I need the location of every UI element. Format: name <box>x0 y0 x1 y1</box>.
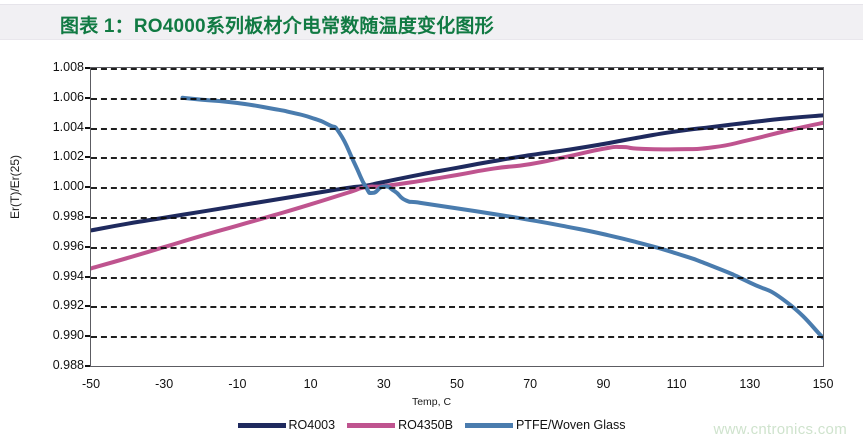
legend-label: PTFE/Woven Glass <box>515 418 626 432</box>
y-tick-mark <box>85 67 91 69</box>
x-tick-label: -50 <box>81 377 101 391</box>
x-tick-label: -30 <box>155 377 174 391</box>
y-tick-mark <box>85 305 91 308</box>
y-tick-label: 1.002 <box>52 149 84 164</box>
legend-swatch-icon <box>237 422 286 428</box>
y-axis-title: Er(T)/Er(25) <box>8 155 22 219</box>
series-line-ro4350b <box>91 120 823 271</box>
title-band <box>0 4 863 40</box>
gridline <box>91 306 823 309</box>
y-tick-mark <box>85 245 91 248</box>
x-tick-label: 110 <box>666 377 687 391</box>
gridline <box>91 276 823 279</box>
y-tick-mark <box>85 186 91 189</box>
y-tick-label: 0.994 <box>52 268 84 283</box>
y-tick-label: 0.998 <box>52 209 84 223</box>
x-tick-label: 130 <box>739 377 761 391</box>
gridline <box>91 246 823 249</box>
x-tick-label: 30 <box>376 377 391 391</box>
gridline <box>91 157 823 160</box>
x-tick-label: -10 <box>228 377 247 391</box>
legend-item[interactable]: RO4350B <box>347 418 453 432</box>
y-tick-label: 1.004 <box>52 119 84 134</box>
y-tick-label: 0.996 <box>52 238 84 253</box>
y-tick-mark <box>85 156 91 159</box>
y-tick-label: 0.990 <box>52 328 84 343</box>
y-tick-label: 0.988 <box>52 358 84 372</box>
band-bottom-rule <box>0 39 863 40</box>
legend-item[interactable]: RO4003 <box>237 418 336 432</box>
x-tick-label: 70 <box>523 377 538 391</box>
series-line-ptfe-woven-glass <box>180 95 823 340</box>
y-tick-label: 1.006 <box>52 89 84 104</box>
x-tick-label: 150 <box>812 377 834 391</box>
legend-label: RO4350B <box>398 418 453 432</box>
legend-item[interactable]: PTFE/Woven Glass <box>464 418 626 432</box>
legend-swatch-icon <box>347 422 396 428</box>
plot-area <box>90 67 824 367</box>
page-title: 图表 1：RO4000系列板材介电常数随温度变化图形 <box>60 16 494 37</box>
plot-inner <box>91 68 823 366</box>
x-tick-label: 10 <box>303 377 318 391</box>
legend-label: RO4003 <box>288 418 336 432</box>
chart-legend: RO4003 RO4350B PTFE/Woven Glass <box>0 418 863 432</box>
y-tick-label: 0.992 <box>52 298 84 313</box>
gridline <box>91 217 823 219</box>
gridline <box>91 68 823 70</box>
y-tick-label: 1.008 <box>52 60 84 74</box>
y-tick-mark <box>85 126 91 129</box>
y-tick-mark <box>85 275 91 278</box>
y-tick-mark <box>85 335 91 338</box>
gridline <box>91 97 823 100</box>
y-tick-mark <box>85 365 91 367</box>
watermark: www.cntronics.com <box>713 421 847 438</box>
y-tick-mark <box>85 96 91 99</box>
x-tick-label: 90 <box>596 377 611 391</box>
y-tick-mark <box>85 216 91 218</box>
y-tick-label: 1.000 <box>52 179 84 194</box>
figure-container: Er(T)/Er(25) 1.008 1.006 1.004 1.002 1.000 0.… <box>0 44 863 442</box>
gridline <box>91 187 823 190</box>
gridline <box>91 336 823 339</box>
series-line-ro4003 <box>91 113 823 233</box>
gridline <box>91 127 823 130</box>
legend-swatch-icon <box>464 422 513 428</box>
band-top-rule <box>0 4 863 5</box>
x-axis-title: Temp, C <box>411 396 452 408</box>
x-tick-label: 50 <box>450 377 464 391</box>
